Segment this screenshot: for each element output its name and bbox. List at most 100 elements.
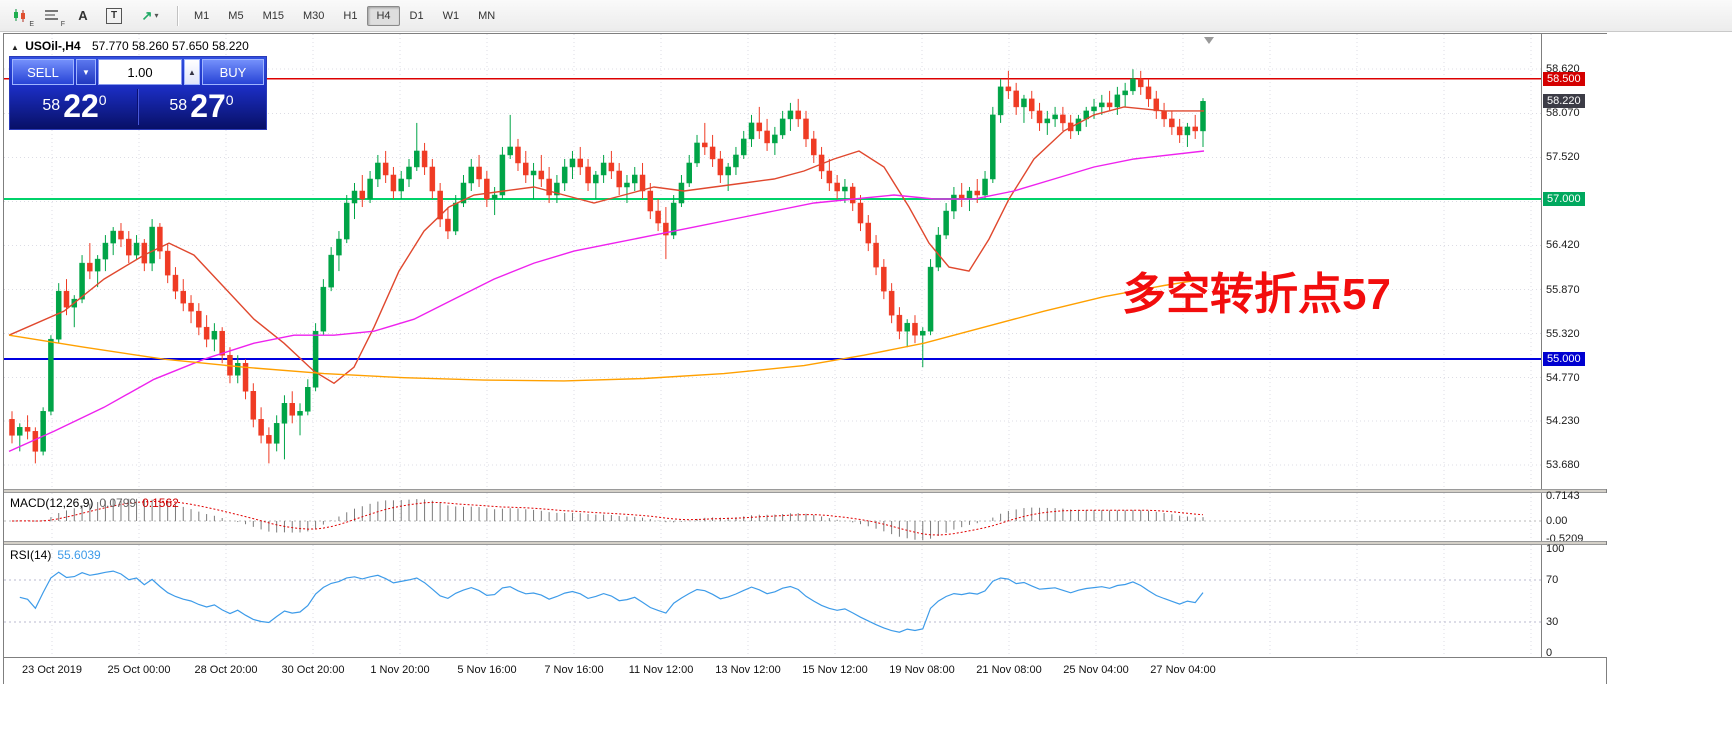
- rsi-canvas[interactable]: [4, 545, 1541, 657]
- ask-prefix: 58: [169, 96, 188, 114]
- bid-ask-row: 58 22 0 58 27 0: [12, 86, 264, 128]
- panel-divider[interactable]: [4, 541, 1606, 545]
- time-axis-label: 15 Nov 12:00: [802, 664, 868, 676]
- drawing-tools-dropdown[interactable]: ↗ ▾: [130, 3, 170, 29]
- timeframe-w1[interactable]: W1: [434, 6, 469, 26]
- chart-annotation: 多空转折点57: [1122, 270, 1391, 319]
- rsi-name: RSI(14): [10, 548, 52, 562]
- time-axis-label: 28 Oct 20:00: [194, 664, 258, 676]
- ask-price: 58 27 0: [139, 87, 264, 124]
- boxed-t-glyph: T: [106, 7, 122, 24]
- volume-input[interactable]: [98, 59, 182, 85]
- macd-axis-label: 0.7143: [1546, 490, 1580, 502]
- icon-badge: F: [60, 20, 65, 28]
- time-axis-label: 13 Nov 12:00: [715, 664, 781, 676]
- time-axis-label: 11 Nov 12:00: [628, 664, 694, 676]
- timeframe-m1[interactable]: M1: [185, 6, 218, 26]
- time-axis-label: 30 Oct 20:00: [281, 664, 345, 676]
- sell-button[interactable]: SELL: [12, 59, 74, 85]
- bid-price: 58 22 0: [12, 87, 137, 124]
- timeframe-h1[interactable]: H1: [334, 6, 366, 26]
- chevron-down-icon: ▾: [154, 11, 159, 20]
- volume-decrease-button[interactable]: ▼: [76, 59, 96, 85]
- timeframe-m5[interactable]: M5: [219, 6, 252, 26]
- chart-title: ▲ USOil-,H4 57.770 58.260 57.650 58.220: [11, 39, 249, 53]
- rsi-axis-label: 100: [1546, 543, 1565, 555]
- chart-window-icon[interactable]: E: [6, 3, 36, 29]
- price-badge: 55.000: [1543, 352, 1585, 367]
- main-chart-area[interactable]: ▲ USOil-,H4 57.770 58.260 57.650 58.220 …: [4, 34, 1541, 489]
- bars-glyph: [45, 9, 58, 20]
- bid-big-digits: 22: [63, 87, 99, 124]
- macd-value: 0.0799: [99, 496, 137, 510]
- macd-axis: 0.7143 0.00 -0.5209: [1541, 490, 1607, 545]
- price-axis-label: 53.680: [1546, 458, 1580, 471]
- symbol-label: USOil-,H4: [25, 39, 81, 53]
- price-badge: 57.000: [1543, 192, 1585, 207]
- rsi-panel[interactable]: RSI(14) 55.6039: [4, 545, 1541, 657]
- timeframe-m30[interactable]: M30: [294, 6, 333, 26]
- time-axis-label: 25 Nov 04:00: [1063, 664, 1129, 676]
- candlestick-glyph: [14, 8, 25, 22]
- macd-name: MACD(12,26,9): [10, 496, 94, 510]
- chart-window: ▲ USOil-,H4 57.770 58.260 57.650 58.220 …: [3, 33, 1607, 684]
- textbox-tool-icon[interactable]: T: [99, 3, 129, 29]
- bid-pip-digit: 0: [98, 91, 107, 108]
- rsi-axis-label: 70: [1546, 574, 1559, 587]
- bid-prefix: 58: [42, 96, 61, 114]
- price-axis-label: 55.320: [1546, 327, 1580, 340]
- arrow-glyph: ↗: [141, 7, 153, 23]
- price-axis-label: 54.230: [1546, 414, 1580, 427]
- ask-pip-digit: 0: [225, 91, 234, 108]
- ohlc-values: 57.770 58.260 57.650 58.220: [91, 39, 249, 53]
- rsi-axis-label: 0: [1546, 647, 1553, 659]
- timeframe-h4[interactable]: H4: [367, 5, 400, 26]
- timeframe-mn[interactable]: MN: [469, 6, 504, 26]
- trade-controls-row: SELL ▼ ▲ BUY: [12, 59, 264, 85]
- price-axis-label: 57.520: [1546, 151, 1580, 164]
- profile-window-icon[interactable]: F: [37, 3, 67, 29]
- price-badge: 58.220: [1543, 94, 1585, 109]
- price-divider: [137, 89, 139, 125]
- price-axis-label: 55.870: [1546, 283, 1580, 296]
- time-axis-label: 21 Nov 08:00: [976, 664, 1042, 676]
- timeframe-button-group: M1 M5 M15 M30 H1 H4 D1 W1 MN: [185, 5, 505, 26]
- price-badge: 58.500: [1543, 71, 1585, 86]
- price-axis-label: 56.420: [1546, 239, 1580, 252]
- rsi-axis: 100 70 30 0: [1541, 543, 1607, 659]
- time-axis[interactable]: 23 Oct 2019 25 Oct 00:00 28 Oct 20:00 30 Oc…: [4, 657, 1606, 684]
- macd-label: MACD(12,26,9) 0.0799 0.1562: [10, 496, 179, 510]
- time-axis-label: 19 Nov 08:00: [889, 664, 955, 676]
- rsi-axis-label: 30: [1546, 615, 1559, 628]
- macd-signal-value: 0.1562: [142, 496, 179, 510]
- toolbar: E F A T ↗ ▾ M1 M5 M15 M30 H1 H4 D1 W1 MN: [0, 0, 1732, 32]
- time-axis-label: 7 Nov 16:00: [544, 664, 604, 676]
- rsi-value: 55.6039: [57, 548, 101, 562]
- macd-canvas[interactable]: [4, 493, 1541, 541]
- timeframe-m15[interactable]: M15: [254, 6, 293, 26]
- rsi-label: RSI(14) 55.6039: [10, 548, 101, 562]
- toolbar-separator: [177, 5, 179, 26]
- collapse-icon[interactable]: ▲: [11, 43, 19, 52]
- letter-a-glyph: A: [78, 8, 88, 23]
- timeframe-d1[interactable]: D1: [401, 6, 433, 26]
- price-axis-label: 58.070: [1546, 107, 1580, 120]
- time-axis-label: 23 Oct 2019: [22, 664, 82, 676]
- macd-panel[interactable]: MACD(12,26,9) 0.0799 0.1562: [4, 493, 1541, 541]
- chart-shift-marker[interactable]: [1204, 37, 1214, 44]
- time-axis-label: 27 Nov 04:00: [1150, 664, 1216, 676]
- price-axis[interactable]: 58.620 58.070 57.520 56.420 55.870 55.320 54.7…: [1541, 34, 1607, 489]
- text-tool-icon[interactable]: A: [68, 3, 98, 29]
- time-axis-label: 1 Nov 20:00: [370, 664, 430, 676]
- panel-divider[interactable]: [4, 489, 1606, 493]
- time-axis-label: 25 Oct 00:00: [107, 664, 171, 676]
- macd-axis-label: 0.00: [1546, 515, 1568, 527]
- price-axis-label: 54.770: [1546, 371, 1580, 384]
- icon-badge: E: [29, 20, 34, 28]
- ask-big-digits: 27: [190, 87, 226, 124]
- buy-button[interactable]: BUY: [202, 59, 264, 85]
- one-click-trading-panel: SELL ▼ ▲ BUY 58 22 0 58 27: [9, 56, 267, 130]
- volume-increase-button[interactable]: ▲: [184, 59, 200, 85]
- time-axis-label: 5 Nov 16:00: [457, 664, 517, 676]
